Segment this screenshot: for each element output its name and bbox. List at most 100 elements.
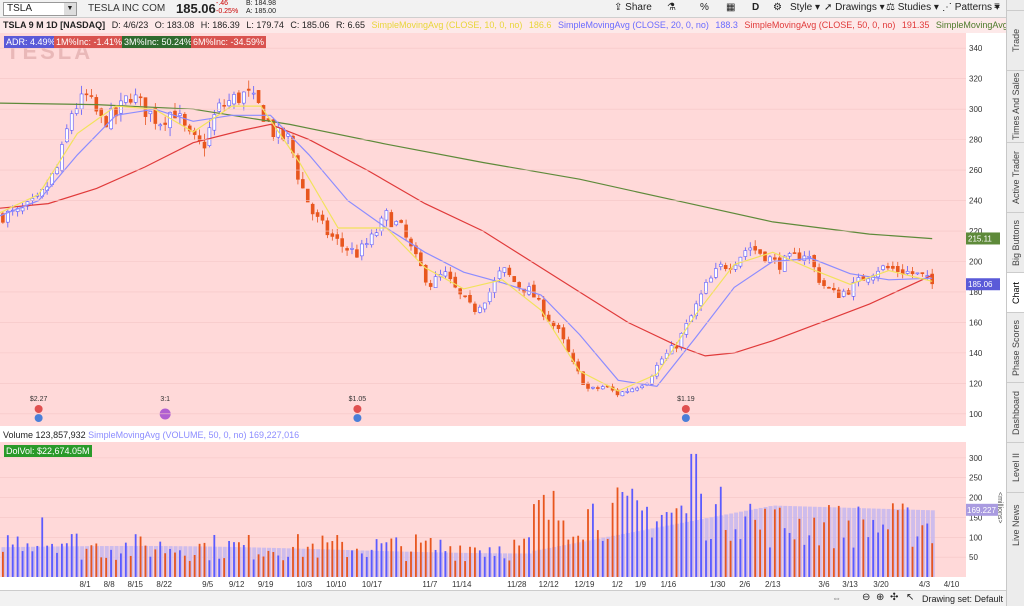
volume-bar — [493, 555, 496, 577]
zoom-in-icon[interactable]: ⊕ — [876, 592, 885, 603]
symbol-input[interactable]: TSLA ▼ — [3, 2, 77, 16]
date-tick-label: 10/17 — [362, 580, 383, 589]
zoom-out-icon[interactable]: ⊖ — [862, 592, 871, 603]
date-tick-label: 2/13 — [765, 580, 781, 589]
candle-body — [586, 383, 590, 389]
volume-bar — [351, 550, 353, 577]
dividend-icon[interactable] — [353, 414, 362, 422]
chevron-down-icon[interactable]: ▼ — [64, 3, 76, 15]
volume-bar — [459, 545, 462, 577]
candle-body — [655, 364, 659, 377]
candle-body — [807, 256, 812, 258]
earnings-icon[interactable] — [34, 405, 43, 413]
candle-body — [261, 105, 266, 122]
volume-bar — [346, 557, 348, 577]
sma50-label[interactable]: SimpleMovingAvg (CLOSE, 50, 0, no) — [744, 20, 896, 30]
volume-sma-label[interactable]: SimpleMovingAvg (VOLUME, 50, 0, no) — [88, 430, 247, 440]
candle-body — [99, 108, 104, 117]
volume-bar — [134, 534, 137, 577]
earnings-icon[interactable] — [681, 405, 690, 413]
candle-body — [428, 283, 433, 287]
dividend-icon[interactable] — [34, 414, 43, 422]
candle-body — [79, 93, 84, 110]
expand-icon[interactable]: ⇔ — [832, 593, 841, 603]
volume-bar — [670, 512, 673, 577]
volume-bar — [508, 560, 511, 577]
sidebar-tab-trade[interactable]: Trade — [1007, 10, 1024, 70]
chart-toolbar: TSLA ▼ TESLA INC COM 185.06 -.46 -0.25% … — [0, 0, 1006, 18]
volume-value: 123,857,932 — [35, 430, 86, 440]
volume-bar — [65, 543, 68, 577]
sidebar-tab-level-ii[interactable]: Level II — [1007, 442, 1024, 492]
volume-axis[interactable]: 50 100 150 200 250 300 169.227 <millions> — [966, 442, 1006, 577]
crosshair-icon[interactable]: ✣ — [890, 592, 899, 603]
volume-chart[interactable] — [0, 442, 966, 577]
drawings-button[interactable]: ➚ Drawings ▾ — [824, 2, 885, 13]
date-axis[interactable]: 8/1 8/8 8/15 8/22 9/5 9/12 9/19 10/3 10/10 10/17 1… — [0, 577, 1006, 590]
candle-body — [768, 256, 772, 263]
flask-button[interactable]: ⚗ — [667, 2, 676, 13]
price-chart[interactable]: TESLA $2.27 3:1 $1.05 $1.19 — [0, 33, 966, 426]
sidebar-tab-big-buttons[interactable]: Big Buttons — [1007, 212, 1024, 272]
candle-body — [330, 233, 335, 237]
candle-body — [369, 233, 374, 246]
price-axis[interactable]: 100 120 140 160 180 200 220 240 260 280 300 320 340 2… — [966, 33, 1006, 426]
candle-body — [227, 100, 231, 107]
volume-bar — [778, 507, 781, 577]
drawings-label: Drawings — [835, 2, 877, 13]
symbol-text: TSLA — [7, 3, 33, 14]
sidebar-tab-times-and-sales[interactable]: Times And Sales — [1007, 70, 1024, 142]
volume-bar — [577, 535, 580, 577]
share-button[interactable]: ⇪ Share — [614, 2, 652, 13]
volume-bar — [238, 542, 240, 577]
volume-bar — [842, 537, 845, 577]
settings-button[interactable]: ⚙ — [773, 2, 782, 13]
calendar-button[interactable]: ▦ — [726, 2, 735, 13]
sma20-label[interactable]: SimpleMovingAvg (CLOSE, 20, 0, no) — [557, 20, 709, 30]
style-button[interactable]: Style ▾ — [790, 2, 821, 13]
sidebar-tab-live-news[interactable]: Live News — [1007, 492, 1024, 558]
percent-button[interactable]: % — [700, 2, 709, 13]
flask-icon: ⚗ — [667, 2, 676, 13]
candle-body — [556, 324, 561, 330]
volume-bar — [41, 517, 44, 577]
studies-button[interactable]: ⚖ Studies ▾ — [886, 2, 939, 13]
volume-bar — [11, 544, 14, 577]
dividend-icon[interactable] — [681, 414, 690, 422]
volume-panel[interactable]: DolVol: $22,674.05M — [0, 442, 966, 577]
volume-bar — [744, 516, 747, 577]
sidebar-tab-phase-scores[interactable]: Phase Scores — [1007, 312, 1024, 382]
pointer-icon[interactable]: ↖ — [906, 592, 915, 603]
candle-body — [443, 271, 448, 277]
drawing-set-label[interactable]: Drawing set: Default — [922, 594, 1004, 604]
candle-body — [851, 281, 856, 297]
sma200-label[interactable]: SimpleMovingAvg (CLOSE, 200,... — [935, 20, 1006, 30]
period-button[interactable]: D — [752, 2, 760, 13]
sma10-label[interactable]: SimpleMovingAvg (CLOSE, 10, 0, no) — [371, 20, 523, 30]
sidebar-tab-active-trader[interactable]: Active Trader — [1007, 142, 1024, 212]
sidebar-tab-dashboard[interactable]: Dashboard — [1007, 382, 1024, 442]
candle-body — [355, 249, 359, 258]
sidebar-tab-chart[interactable]: Chart — [1007, 272, 1024, 312]
menu-button[interactable]: ≡ — [994, 1, 1000, 12]
chart-title: TSLA 9 M 1D [NASDAQ] — [3, 20, 106, 30]
candle-body — [399, 220, 403, 223]
candle-body — [158, 124, 163, 127]
volume-bar — [764, 508, 766, 577]
volume-bar — [714, 504, 717, 577]
style-label: Style — [790, 2, 813, 13]
date-tick-label: 1/16 — [661, 580, 677, 589]
volume-sma-bar — [817, 506, 822, 577]
candle-body — [482, 302, 487, 310]
price-tick-label: 200 — [969, 257, 983, 266]
volume-tick-label: 150 — [969, 513, 983, 522]
volume-bar — [803, 544, 806, 577]
patterns-button[interactable]: ⋰ Patterns ▾ — [942, 2, 1000, 13]
volume-bar — [916, 536, 919, 577]
price-tick-label: 120 — [969, 379, 983, 388]
earnings-icon[interactable] — [353, 405, 362, 413]
candle-body — [640, 385, 644, 389]
volume-bar — [75, 533, 78, 577]
volume-bar — [498, 546, 501, 577]
price-panel[interactable]: TESLA $2.27 3:1 $1.05 $1.19 ADR: 4.49% 1M%I… — [0, 33, 966, 426]
